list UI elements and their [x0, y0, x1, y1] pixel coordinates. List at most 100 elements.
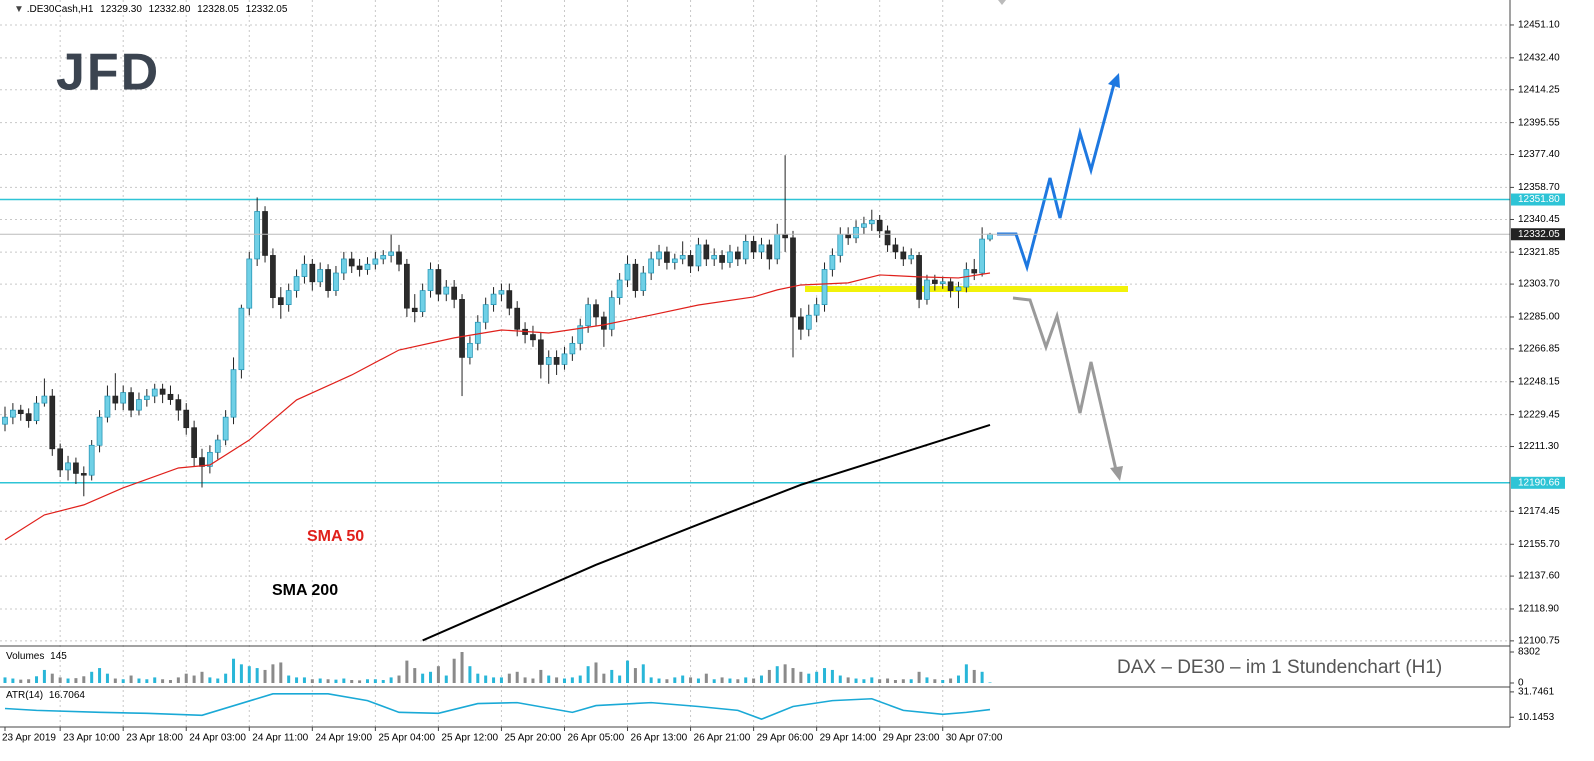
candle-body	[10, 409, 16, 418]
candle-body	[293, 276, 300, 291]
candle-body	[695, 244, 702, 267]
volume-bar	[720, 677, 724, 684]
volume-bar	[980, 671, 984, 684]
volume-bar	[247, 666, 251, 684]
candle-body	[616, 279, 623, 298]
volume-bar	[350, 680, 354, 684]
volume-bar	[507, 673, 511, 684]
volume-bar	[82, 676, 86, 684]
x-tick-label: 26 Apr 21:00	[694, 733, 751, 744]
candle-body	[664, 251, 670, 263]
y-tick-label: 12100.75	[1518, 636, 1560, 647]
volume-bar	[263, 669, 267, 684]
candle-body	[482, 304, 489, 323]
candle-body	[774, 233, 781, 260]
x-tick-label: 25 Apr 20:00	[504, 733, 561, 744]
volume-bar	[397, 675, 401, 684]
candle-body	[214, 439, 221, 453]
volume-bar	[389, 677, 393, 684]
candle-body	[900, 251, 907, 260]
x-tick-label: 24 Apr 19:00	[315, 733, 372, 744]
volume-bar	[909, 679, 913, 684]
volume-bar	[838, 675, 842, 684]
sma200-label: SMA 200	[272, 582, 338, 599]
volume-bar	[562, 678, 566, 684]
volume-bar	[823, 668, 827, 684]
volume-bar	[893, 680, 897, 684]
volume-bar	[192, 675, 196, 684]
candle-body	[711, 255, 718, 260]
volume-bar	[759, 675, 763, 684]
volume-bar	[547, 675, 551, 684]
y-tick-label: 12137.60	[1518, 571, 1560, 582]
volume-bar	[35, 676, 39, 684]
volume-bar	[736, 679, 740, 684]
candle-body	[419, 290, 426, 313]
y-tick-label: 12321.85	[1518, 247, 1560, 258]
y-tick-label: 12155.70	[1518, 539, 1560, 550]
candle-body	[285, 290, 292, 306]
candle-body	[474, 321, 481, 344]
candle-body	[230, 369, 237, 418]
candle-body	[17, 409, 24, 415]
candle-body	[301, 263, 308, 277]
candle-body	[798, 316, 804, 330]
candle-body	[766, 244, 773, 260]
volume-bar	[791, 668, 795, 684]
y-tick-label: 12451.10	[1518, 20, 1560, 31]
candle-body	[553, 357, 560, 365]
volume-bar	[728, 678, 732, 684]
volume-bar	[799, 671, 803, 684]
candle-body	[861, 223, 867, 228]
current-price-label: 12332.05	[1518, 229, 1560, 240]
volume-bar	[570, 677, 574, 684]
candle-body	[80, 473, 87, 476]
volume-bar	[862, 679, 866, 684]
candle-body	[388, 251, 394, 256]
level-label: 12351.80	[1518, 194, 1560, 205]
volume-bar	[66, 678, 70, 684]
candle-body	[727, 251, 733, 263]
candle-body	[829, 255, 836, 270]
candle-body	[719, 255, 725, 263]
atr-current: 16.7064	[49, 690, 86, 701]
volume-bar	[925, 677, 929, 684]
y-tick-label: 31.7461	[1518, 687, 1555, 698]
candle-body	[246, 258, 253, 309]
moving-average	[422, 423, 991, 642]
candle-body	[183, 409, 190, 429]
volume-bar	[405, 660, 409, 684]
candle-body	[750, 241, 757, 253]
plot-layer: 12451.10 12432.40 12414.25 12395.55 12377.40…	[0, 20, 1565, 744]
y-tick-label: 12377.40	[1518, 149, 1560, 160]
candle-body	[443, 286, 450, 295]
candle-body	[514, 307, 521, 330]
volume-bar	[295, 677, 299, 684]
volume-bar	[673, 677, 677, 684]
volume-bar	[964, 664, 968, 684]
candle-body	[979, 238, 985, 274]
volume-bar	[287, 675, 291, 684]
volume-bar	[712, 679, 716, 684]
x-tick-label: 30 Apr 07:00	[946, 733, 1003, 744]
volume-bar	[153, 677, 157, 684]
candle-body	[57, 448, 64, 471]
volume-bar	[846, 677, 850, 684]
candle-body	[821, 269, 828, 306]
volume-bar	[854, 678, 858, 684]
volume-bar	[783, 664, 787, 684]
volume-bar	[113, 678, 117, 684]
volume-bar	[696, 678, 700, 684]
volume-bar	[137, 678, 141, 684]
volume-bar	[436, 666, 440, 684]
candle-body	[104, 395, 111, 418]
candle-body	[238, 307, 245, 371]
volume-bar	[602, 673, 606, 684]
candle-body	[348, 258, 355, 267]
volume-bar	[129, 675, 133, 684]
x-tick-label: 26 Apr 05:00	[567, 733, 624, 744]
volume-bar	[767, 669, 771, 684]
candle-body	[49, 395, 56, 450]
candle-body	[805, 314, 812, 330]
arrow-head	[1110, 466, 1123, 481]
